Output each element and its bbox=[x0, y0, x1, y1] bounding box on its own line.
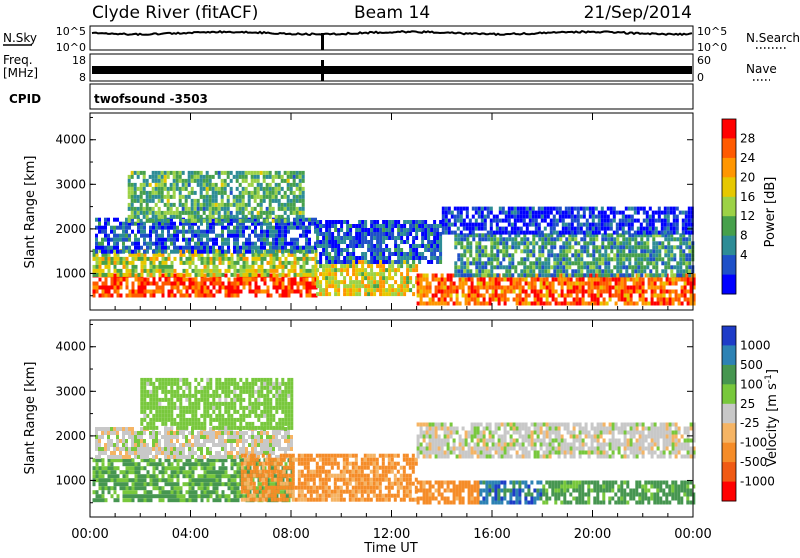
colorbar-tick-label: 100 bbox=[740, 377, 763, 391]
nsky-label: N.Sky bbox=[3, 31, 37, 45]
x-tick-label: 12:00 bbox=[373, 527, 410, 542]
nsky-tick-bottom: 10^0 bbox=[56, 41, 86, 54]
colorbar-swatch bbox=[722, 255, 736, 275]
nsearch-tick-top: 10^5 bbox=[697, 25, 727, 38]
power-region bbox=[417, 274, 696, 306]
cpid-value: twofsound -3503 bbox=[94, 92, 208, 106]
colorbar-tick-label: -100 bbox=[740, 436, 767, 450]
velocity-region bbox=[241, 454, 418, 502]
colorbar-tick-label: 28 bbox=[740, 131, 755, 145]
freq-unit-label: [MHz] bbox=[3, 66, 38, 80]
colorbar-swatch bbox=[722, 365, 736, 385]
y-tick-label: 3000 bbox=[55, 384, 86, 398]
cpid-label: CPID bbox=[9, 92, 41, 106]
noise-spike bbox=[321, 33, 324, 50]
power-colorbar: 28 24 20 16 12 8 4 bbox=[722, 119, 755, 295]
nsearch-label: N.Search bbox=[746, 31, 800, 45]
power-region bbox=[128, 171, 305, 223]
colorbar-tick-label: 500 bbox=[740, 358, 763, 372]
freq-label: Freq. bbox=[3, 53, 33, 67]
noise-panel-frame bbox=[90, 26, 693, 50]
power-y-axis-label: Slant Range [km] bbox=[23, 156, 38, 269]
colorbar-swatch bbox=[722, 119, 736, 139]
y-tick-label: 1000 bbox=[55, 266, 86, 280]
x-tick-label: 20:00 bbox=[574, 527, 611, 542]
colorbar-swatch bbox=[722, 462, 736, 482]
power-colorbar-label: Power [dB] bbox=[763, 177, 778, 248]
power-region bbox=[454, 233, 694, 277]
x-tick-label: 08:00 bbox=[272, 527, 309, 542]
colorbar-tick-label: 12 bbox=[740, 209, 755, 223]
noise-sky-line bbox=[92, 31, 692, 35]
colorbar-swatch bbox=[722, 345, 736, 365]
colorbar-swatch bbox=[722, 216, 736, 236]
velocity-region bbox=[417, 423, 696, 459]
colorbar-swatch bbox=[722, 236, 736, 256]
colorbar-swatch bbox=[722, 197, 736, 217]
y-tick-label: 1000 bbox=[55, 473, 86, 487]
x-tick-label: 16:00 bbox=[473, 527, 510, 542]
colorbar-swatch bbox=[722, 275, 736, 295]
velocity-region bbox=[140, 378, 293, 430]
velocity-colorbar-label: Velocity [m s-1] bbox=[764, 369, 780, 467]
colorbar-swatch bbox=[722, 443, 736, 463]
colorbar-swatch bbox=[722, 138, 736, 158]
station-title: Clyde River (fitACF) bbox=[92, 3, 258, 23]
colorbar-swatch bbox=[722, 158, 736, 178]
power-region bbox=[316, 260, 418, 296]
beam-label: Beam 14 bbox=[354, 3, 430, 23]
nsearch-tick-bottom: 10^0 bbox=[697, 41, 727, 54]
colorbar-tick-label: -500 bbox=[740, 455, 767, 469]
velocity-region bbox=[542, 481, 695, 505]
freq-tick-bottom: 8 bbox=[79, 71, 86, 84]
colorbar-swatch bbox=[722, 423, 736, 443]
colorbar-swatch bbox=[722, 177, 736, 197]
velocity-region bbox=[417, 481, 480, 505]
power-region bbox=[316, 220, 442, 264]
y-tick-label: 4000 bbox=[55, 133, 86, 147]
y-tick-label: 2000 bbox=[55, 429, 86, 443]
y-tick-label: 3000 bbox=[55, 177, 86, 191]
date-label: 21/Sep/2014 bbox=[584, 3, 692, 23]
colorbar-tick-label: -25 bbox=[740, 416, 760, 430]
nave-label: Nave bbox=[746, 62, 777, 76]
nsky-tick-top: 10^5 bbox=[56, 25, 86, 38]
freq-spike bbox=[321, 60, 324, 81]
colorbar-tick-label: 25 bbox=[740, 397, 755, 411]
velocity-region bbox=[479, 481, 542, 505]
colorbar-tick-label: 20 bbox=[740, 170, 755, 184]
x-axis-label: Time UT bbox=[363, 541, 417, 554]
velocity-y-axis-label: Slant Range [km] bbox=[23, 362, 38, 475]
power-region bbox=[93, 274, 318, 298]
velocity-heatmap bbox=[93, 378, 696, 505]
y-tick-label: 2000 bbox=[55, 222, 86, 236]
colorbar-swatch bbox=[722, 384, 736, 404]
power-region bbox=[95, 218, 317, 254]
colorbar-tick-label: -1000 bbox=[740, 475, 775, 489]
freq-band bbox=[92, 66, 692, 74]
power-heatmap bbox=[93, 171, 696, 306]
colorbar-tick-label: 16 bbox=[740, 190, 755, 204]
x-tick-label: 00:00 bbox=[674, 527, 711, 542]
x-tick-label: 00:00 bbox=[71, 527, 108, 542]
colorbar-swatch bbox=[722, 404, 736, 424]
x-tick-label: 04:00 bbox=[172, 527, 209, 542]
colorbar-swatch bbox=[722, 482, 736, 502]
colorbar-tick-label: 8 bbox=[740, 229, 748, 243]
nave-tick-top: 60 bbox=[697, 54, 711, 67]
nave-tick-bottom: 0 bbox=[697, 71, 704, 84]
colorbar-tick-label: 1000 bbox=[740, 338, 771, 352]
colorbar-tick-label: 4 bbox=[740, 248, 748, 262]
power-region bbox=[442, 207, 694, 235]
freq-tick-top: 18 bbox=[72, 54, 86, 67]
colorbar-swatch bbox=[722, 326, 736, 346]
colorbar-tick-label: 24 bbox=[740, 151, 755, 165]
y-tick-label: 4000 bbox=[55, 340, 86, 354]
